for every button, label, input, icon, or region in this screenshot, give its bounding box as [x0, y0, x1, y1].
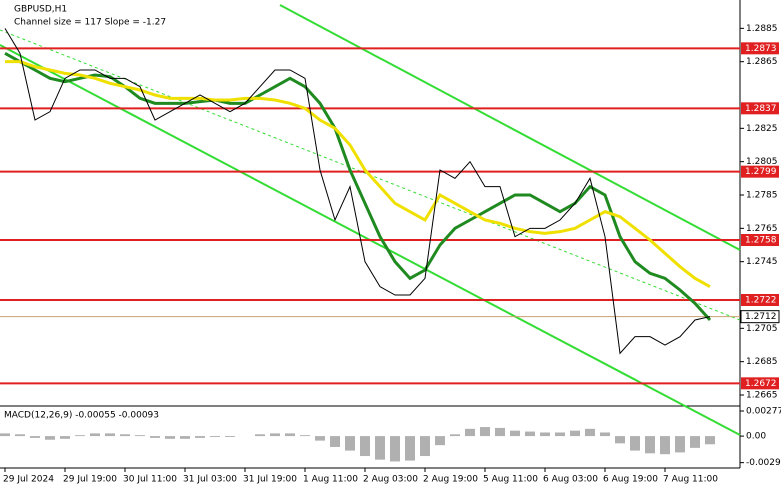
- x-tick-label: 1 Aug 11:00: [303, 475, 358, 485]
- macd-bar: [300, 435, 310, 437]
- macd-bar: [585, 428, 595, 437]
- level-label-box: [741, 42, 779, 55]
- last-price-box: [740, 310, 780, 324]
- level-label-box: [741, 234, 779, 246]
- level-label-box: [741, 165, 779, 178]
- y-tick-label: 1.2805: [746, 157, 778, 167]
- x-tick-label: 2 Aug 03:00: [363, 475, 418, 485]
- macd-bar: [420, 436, 430, 457]
- macd-bar: [270, 433, 280, 437]
- macd-bar: [90, 433, 100, 437]
- macd-bar: [345, 436, 355, 451]
- macd-bar: [510, 430, 520, 437]
- macd-bar: [375, 436, 385, 460]
- y-tick-label: 1.2745: [746, 257, 778, 267]
- macd-bar: [180, 436, 190, 439]
- macd-bar: [330, 436, 340, 447]
- x-tick-label: 2 Aug 19:00: [423, 475, 478, 485]
- macd-bar: [285, 433, 295, 437]
- macd-bar: [570, 430, 580, 437]
- moving-average: [5, 60, 711, 288]
- macd-bar: [465, 428, 475, 437]
- x-tick-label: 6 Aug 03:00: [543, 475, 598, 485]
- macd-bar: [105, 433, 115, 437]
- macd-bar: [150, 436, 160, 438]
- y-tick-label: 1.2885: [746, 24, 778, 34]
- macd-bar: [480, 427, 490, 437]
- macd-bar: [255, 434, 265, 437]
- x-tick-label: 30 Jul 11:00: [123, 475, 177, 485]
- macd-bar: [315, 436, 325, 441]
- macd-bar: [555, 432, 565, 437]
- level-label-box: [741, 102, 779, 115]
- y-tick-label: 1.2705: [746, 324, 778, 334]
- level-label: 1.2837: [745, 104, 777, 114]
- macd-bar: [615, 436, 625, 444]
- macd-bar: [135, 435, 145, 437]
- y-tick-label: 1.2825: [746, 124, 778, 134]
- last-price-label: 1.2712: [745, 312, 777, 322]
- y-tick-label: 1.2685: [746, 357, 778, 367]
- x-tick-label: 29 Jul 2024: [3, 475, 54, 485]
- macd-bar: [525, 431, 535, 437]
- level-label-box: [741, 377, 779, 390]
- macd-bar: [435, 436, 445, 446]
- chart-title: GBPUSD,H1: [14, 5, 67, 15]
- macd-bar: [660, 436, 670, 455]
- macd-bar: [405, 436, 415, 461]
- macd-bar: [645, 436, 655, 454]
- macd-bar: [45, 436, 55, 440]
- macd-bar: [540, 432, 550, 437]
- level-label: 1.2672: [745, 379, 777, 389]
- x-tick-label: 29 Jul 19:00: [63, 475, 117, 485]
- x-tick-label: 31 Jul 19:00: [243, 475, 297, 485]
- y-tick-label: 1.2765: [746, 224, 778, 234]
- macd-bar: [630, 436, 640, 451]
- macd-bar: [165, 436, 175, 439]
- macd-bar: [675, 436, 685, 453]
- macd-bar: [450, 434, 460, 437]
- y-tick-label: 1.2665: [746, 391, 778, 401]
- level-label: 1.2799: [745, 167, 777, 177]
- macd-bar: [225, 436, 235, 437]
- price-line: [4, 28, 711, 355]
- x-tick-label: 7 Aug 11:00: [663, 475, 718, 485]
- macd-bar: [15, 434, 25, 437]
- macd-bar: [30, 436, 40, 438]
- y-tick-label: 1.2785: [746, 191, 778, 201]
- x-tick-label: 6 Aug 19:00: [603, 475, 658, 485]
- macd-bar: [690, 436, 700, 448]
- macd-tick-label: -0.00293: [746, 458, 781, 468]
- level-label: 1.2873: [745, 44, 777, 54]
- macd-bar: [360, 436, 370, 457]
- macd-tick-label: 0.00277: [746, 406, 781, 416]
- macd-bar: [120, 434, 130, 437]
- macd-tick-label: 0.00: [746, 432, 766, 442]
- channel-upper: [279, 4, 741, 251]
- macd-bar: [60, 436, 70, 439]
- x-tick-label: 31 Jul 03:00: [183, 475, 237, 485]
- macd-bar: [195, 436, 205, 438]
- y-tick-label: 1.2865: [746, 57, 778, 67]
- level-label-box: [741, 294, 779, 306]
- macd-bar: [600, 432, 610, 437]
- level-label: 1.2722: [745, 296, 777, 306]
- macd-bar: [705, 436, 715, 445]
- indicator-label: MACD(12,26,9) -0.00055 -0.00093: [4, 411, 159, 421]
- x-tick-label: 5 Aug 11:00: [483, 475, 538, 485]
- macd-bar: [0, 433, 10, 437]
- chart-subtitle: Channel size = 117 Slope = -1.27: [14, 18, 166, 28]
- macd-bar: [390, 436, 400, 462]
- level-label: 1.2758: [745, 236, 777, 246]
- macd-bar: [210, 436, 220, 437]
- macd-bar: [75, 435, 85, 437]
- macd-bar: [495, 427, 505, 437]
